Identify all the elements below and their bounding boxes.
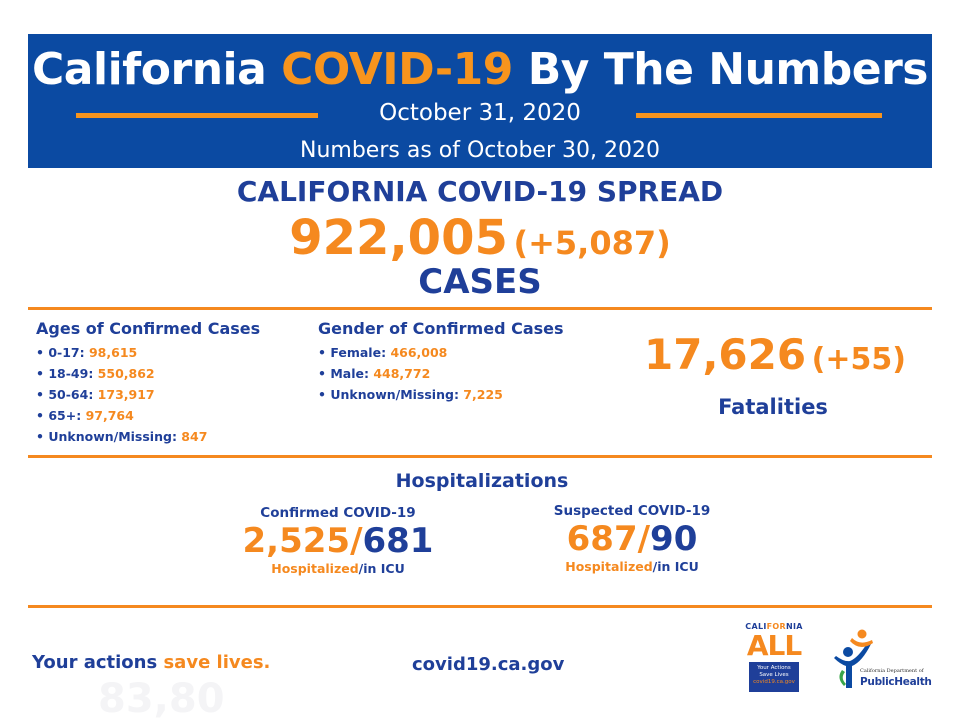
- list-item-label: • 65+:: [36, 408, 86, 423]
- california-for-all-logo: CALIFORNIA ALL Your Actions Save Lives c…: [744, 622, 804, 700]
- cases-total: 922,005 (+5,087): [0, 210, 960, 266]
- list-item-value: 550,862: [97, 366, 155, 381]
- ages-title: Ages of Confirmed Cases: [36, 319, 261, 338]
- confirmed-sublabel: Hospitalized/in ICU: [228, 561, 448, 576]
- report-date: October 31, 2020: [379, 100, 581, 126]
- fatalities-delta: (+55): [811, 342, 906, 377]
- list-item-value: 448,772: [373, 366, 431, 381]
- logo-text-for: FOR: [766, 622, 786, 631]
- confirmed-slash: /: [350, 521, 363, 561]
- fatalities-label: Fatalities: [718, 395, 828, 419]
- ages-list: • 0-17: 98,615 • 18-49: 550,862 • 50-64:…: [36, 342, 207, 447]
- title-prefix: California: [32, 44, 282, 95]
- cases-delta: (+5,087): [513, 224, 671, 262]
- confirmed-icu: 681: [362, 521, 434, 561]
- suspected-hospitalizations: Suspected COVID-19 687/90 Hospitalized/i…: [522, 503, 742, 574]
- divider: [28, 605, 932, 608]
- footer-tagline: Your actions save lives.: [32, 652, 270, 673]
- list-item: • 65+: 97,764: [36, 405, 207, 426]
- divider: [28, 455, 932, 458]
- logo-all-text: ALL: [746, 629, 802, 662]
- logo-text-nia: NIA: [785, 622, 803, 631]
- list-item: • 0-17: 98,615: [36, 342, 207, 363]
- confirmed-numbers: 2,525/681: [228, 521, 448, 561]
- list-item: • 18-49: 550,862: [36, 363, 207, 384]
- page-title: California COVID-19 By The Numbers: [28, 44, 932, 95]
- numbers-as-of: Numbers as of October 30, 2020: [300, 138, 660, 163]
- list-item: • Female: 466,008: [318, 342, 503, 363]
- title-highlight: COVID-19: [281, 44, 513, 95]
- list-item-value: 847: [181, 429, 208, 444]
- cdph-logo: California Department of PublicHealth: [834, 628, 938, 698]
- list-item-value: 173,917: [97, 387, 155, 402]
- confirmed-label: Confirmed COVID-19: [260, 505, 416, 521]
- gender-title: Gender of Confirmed Cases: [318, 319, 564, 338]
- list-item-label: • Female:: [318, 345, 391, 360]
- suspected-numbers: 687/90: [522, 519, 742, 559]
- cases-label: CASES: [418, 262, 542, 302]
- list-item-value: 98,615: [88, 345, 138, 360]
- tagline-highlight: save lives.: [163, 652, 271, 673]
- fatalities-number: 17,626: [644, 330, 807, 379]
- header-left-rule: [76, 113, 318, 118]
- faint-background-number: 83,80: [98, 676, 225, 718]
- cdph-dept-text: California Department of: [860, 668, 924, 674]
- header-right-rule: [636, 113, 882, 118]
- suspected-hospitalized: 687: [566, 519, 638, 559]
- fatalities-total: 17,626 (+55): [620, 330, 930, 379]
- list-item-label: • 0-17:: [36, 345, 89, 360]
- list-item-label: • Male:: [318, 366, 374, 381]
- confirmed-hospitalizations: Confirmed COVID-19 2,525/681 Hospitalize…: [228, 505, 448, 576]
- cdph-name-text: PublicHealth: [860, 676, 932, 688]
- spread-title: CALIFORNIA COVID-19 SPREAD: [236, 175, 724, 208]
- suspected-label: Suspected COVID-19: [553, 503, 711, 519]
- hospitalizations-title: Hospitalizations: [395, 470, 569, 492]
- cdph-figure-icon: [834, 629, 873, 688]
- footer-url[interactable]: covid19.ca.gov: [412, 654, 565, 675]
- logo-url: covid19.ca.gov: [753, 679, 795, 685]
- header-banner: California COVID-19 By The Numbers Octob…: [28, 34, 932, 168]
- suspected-icu: 90: [650, 519, 698, 559]
- icu-label: /in ICU: [652, 559, 699, 574]
- cases-number: 922,005: [289, 210, 508, 266]
- confirmed-hospitalized: 2,525: [242, 521, 351, 561]
- gender-list: • Female: 466,008 • Male: 448,772 • Unkn…: [318, 342, 503, 405]
- list-item-label: • 18-49:: [36, 366, 98, 381]
- suspected-slash: /: [637, 519, 651, 559]
- list-item-value: 7,225: [463, 387, 503, 402]
- hospitalized-label: Hospitalized: [565, 559, 653, 574]
- list-item-value: 466,008: [390, 345, 448, 360]
- list-item: • Unknown/Missing: 847: [36, 426, 207, 447]
- list-item-label: • 50-64:: [36, 387, 98, 402]
- suspected-sublabel: Hospitalized/in ICU: [522, 559, 742, 574]
- hospitalized-label: Hospitalized: [271, 561, 359, 576]
- list-item: • 50-64: 173,917: [36, 384, 207, 405]
- logo-california-text: CALIFORNIA: [744, 622, 804, 631]
- list-item-label: • Unknown/Missing:: [36, 429, 182, 444]
- icu-label: /in ICU: [358, 561, 405, 576]
- list-item: • Unknown/Missing: 7,225: [318, 384, 503, 405]
- list-item-value: 97,764: [85, 408, 134, 423]
- list-item: • Male: 448,772: [318, 363, 503, 384]
- logo-line1: Your Actions: [757, 665, 791, 671]
- divider: [28, 307, 932, 310]
- logo-text-cal: CALI: [745, 622, 767, 631]
- tagline-prefix: Your actions: [32, 652, 164, 673]
- title-suffix: By The Numbers: [512, 44, 929, 95]
- logo-tagline-box: Your Actions Save Lives covid19.ca.gov: [749, 662, 799, 692]
- logo-line2: Save Lives: [759, 672, 789, 678]
- list-item-label: • Unknown/Missing:: [318, 387, 464, 402]
